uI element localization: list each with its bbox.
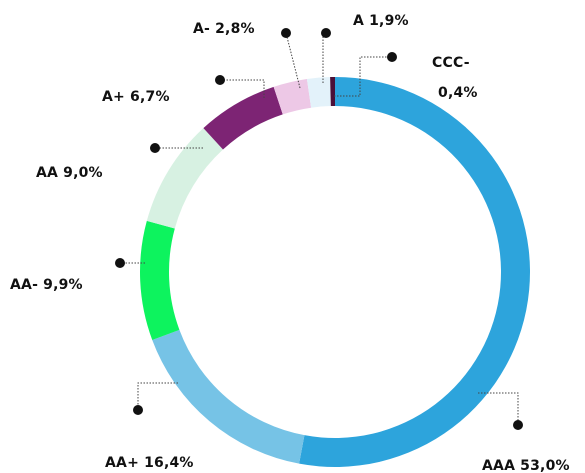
slice-a-minus — [273, 79, 312, 115]
leader-dot-a — [321, 28, 331, 38]
data-label-a: A 1,9% — [353, 13, 409, 29]
data-label-aa: AA 9,0% — [36, 165, 103, 181]
leader-dot-ccc-minus — [387, 52, 397, 62]
leader-dot-aa — [150, 143, 160, 153]
leader-line-a-minus — [285, 32, 301, 89]
slice-aa-plus — [152, 329, 305, 464]
leader-dot-aaa — [513, 420, 523, 430]
data-label-a-plus: A+ 6,7% — [102, 89, 170, 105]
data-label-ccc-minus-line-2: 0,4% — [438, 85, 478, 101]
data-label-aaa: AAA 53,0% — [482, 458, 570, 473]
slice-a-plus — [203, 86, 283, 150]
leader-dot-a-plus — [215, 75, 225, 85]
slice-a — [306, 77, 331, 108]
data-label-a-minus: A- 2,8% — [193, 21, 255, 37]
data-label-aa-minus: AA- 9,9% — [10, 277, 83, 293]
leader-dot-a-minus — [281, 28, 291, 38]
slice-aa-minus — [140, 220, 180, 341]
leader-line-aaa — [478, 392, 519, 425]
data-label-ccc-minus-line-1: CCC- — [432, 55, 470, 71]
leader-line-aa-plus — [137, 382, 178, 410]
slice-ccc-minus — [330, 77, 335, 107]
leader-line-a-plus — [220, 79, 265, 98]
leader-dot-aa-plus — [133, 405, 143, 415]
slice-aa — [146, 128, 223, 229]
data-label-aa-plus: AA+ 16,4% — [105, 455, 194, 471]
leader-dot-aa-minus — [115, 258, 125, 268]
slice-aaa — [299, 77, 530, 467]
leader-line-ccc-minus — [334, 56, 392, 97]
